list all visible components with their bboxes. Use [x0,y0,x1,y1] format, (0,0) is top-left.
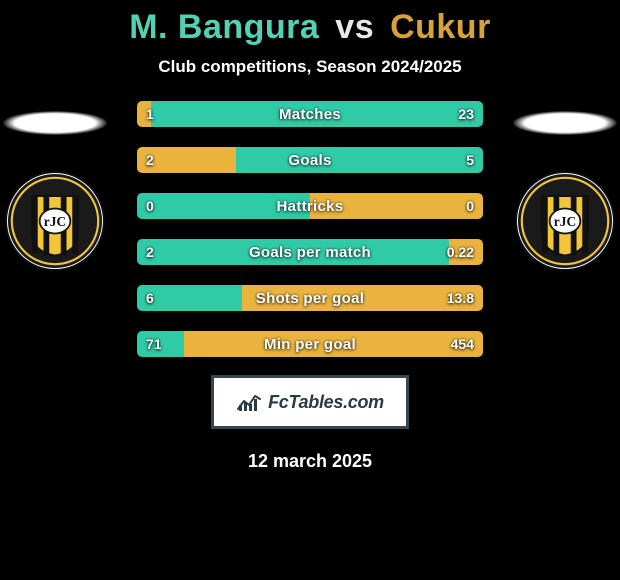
vs-separator: vs [335,8,374,46]
stat-label: Min per goal [264,336,356,353]
stat-label: Shots per goal [256,290,364,307]
stat-bars: 1 Matches 23 2 Goals 5 0 Hattricks 0 2 G… [137,101,483,357]
stat-row: 2 Goals per match 0.22 [137,239,483,265]
player1-club-badge: rJC [7,173,103,269]
stat-row: 0 Hattricks 0 [137,193,483,219]
brand-box: FcTables.com [211,375,409,429]
svg-text:rJC: rJC [554,214,576,229]
content-area: rJC rJC 1 Matches 23 2 Goals 5 0 Ha [0,101,620,472]
player1-column: rJC [0,97,120,269]
svg-text:rJC: rJC [44,214,66,229]
player2-name: Cukur [390,8,491,46]
stat-value-left: 2 [146,152,154,168]
player2-avatar-placeholder [513,111,617,135]
stat-label: Goals [288,152,331,169]
subtitle: Club competitions, Season 2024/2025 [0,57,620,77]
stat-value-right: 454 [451,336,474,352]
comparison-title: M. Bangura vs Cukur [0,0,620,47]
stat-value-left: 1 [146,106,154,122]
comparison-date: 12 march 2025 [0,451,620,472]
stat-value-right: 0 [466,198,474,214]
player1-name: M. Bangura [129,8,319,46]
stat-value-right: 23 [458,106,474,122]
stat-row: 2 Goals 5 [137,147,483,173]
stat-bar-right [236,147,483,173]
stat-value-left: 6 [146,290,154,306]
stat-label: Hattricks [277,198,344,215]
stat-label: Matches [279,106,341,123]
stat-row: 6 Shots per goal 13.8 [137,285,483,311]
player1-avatar-placeholder [3,111,107,135]
stat-value-right: 5 [466,152,474,168]
stat-value-left: 2 [146,244,154,260]
stat-row: 1 Matches 23 [137,101,483,127]
stat-value-left: 71 [146,336,162,352]
stat-value-left: 0 [146,198,154,214]
stat-value-right: 0.22 [447,244,474,260]
stat-label: Goals per match [249,244,371,261]
brand-text: FcTables.com [268,392,384,413]
stat-row: 71 Min per goal 454 [137,331,483,357]
stat-value-right: 13.8 [447,290,474,306]
player2-column: rJC [500,97,620,269]
player2-club-badge: rJC [517,173,613,269]
brand-chart-icon [236,391,262,413]
